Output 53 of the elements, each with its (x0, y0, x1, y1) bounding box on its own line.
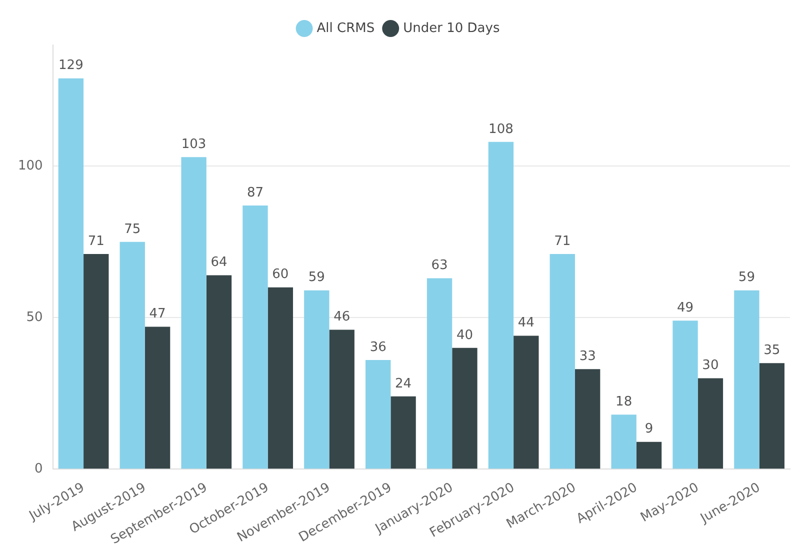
bar (550, 254, 575, 469)
data-label: 18 (616, 394, 632, 410)
data-label: 108 (488, 122, 514, 137)
data-label: 30 (702, 358, 719, 374)
legend-label: All CRMS (316, 20, 375, 36)
bar (672, 320, 698, 469)
bar (268, 287, 294, 469)
bar (611, 414, 636, 469)
y-tick-label: 100 (18, 158, 43, 174)
bar (181, 157, 206, 469)
bar (366, 360, 391, 469)
y-tick-label: 50 (26, 310, 43, 326)
bar (144, 326, 170, 469)
data-label: 75 (124, 222, 141, 237)
bar (759, 363, 784, 469)
bar (58, 78, 84, 469)
bar (426, 278, 452, 469)
bar (734, 290, 760, 469)
data-label: 63 (431, 258, 448, 274)
bar (390, 396, 416, 469)
data-label: 36 (370, 340, 386, 355)
data-label: 60 (272, 267, 289, 282)
data-label: 24 (395, 376, 412, 392)
bar (242, 206, 268, 469)
legend-label: Under 10 Days (403, 20, 500, 36)
data-label: 44 (518, 316, 534, 331)
bar (329, 330, 354, 469)
data-label: 46 (334, 310, 350, 325)
bar (514, 336, 539, 469)
bar (488, 142, 514, 469)
bar (452, 348, 478, 469)
bar (304, 290, 330, 469)
bar (206, 275, 232, 469)
y-tick-label: 0 (34, 461, 43, 476)
bar (574, 369, 600, 469)
bar (84, 254, 109, 469)
bar (120, 242, 145, 469)
data-label: 47 (149, 306, 166, 322)
data-label: 35 (764, 342, 780, 358)
data-label: 71 (554, 234, 571, 249)
data-label: 64 (210, 255, 228, 270)
bar (698, 378, 724, 469)
data-label: 87 (246, 185, 264, 200)
data-label: 103 (181, 136, 206, 152)
data-label: 71 (88, 234, 104, 249)
data-label: 40 (456, 328, 473, 343)
data-label: 9 (644, 422, 654, 437)
bar (636, 442, 662, 469)
data-label: 59 (738, 270, 755, 286)
data-label: 33 (579, 349, 596, 364)
data-label: 59 (308, 270, 325, 286)
data-label: 129 (58, 58, 84, 74)
data-label: 49 (676, 300, 694, 316)
